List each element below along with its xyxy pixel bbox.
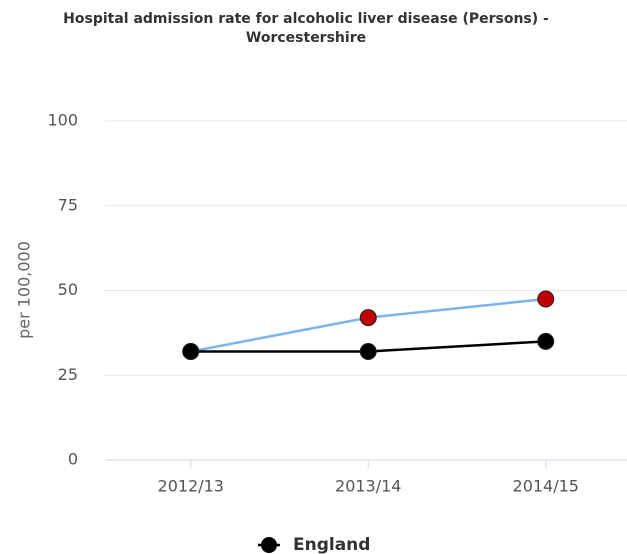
x-tick-label: 2012/13 <box>158 477 224 496</box>
y-tick-label: 75 <box>58 195 78 214</box>
y-tick-label: 25 <box>58 365 78 384</box>
point-marker <box>359 343 377 361</box>
legend-marker <box>261 537 277 553</box>
chart-subtitle: Worcestershire <box>246 30 366 46</box>
x-tick-label: 2014/15 <box>513 477 579 496</box>
y-tick-label: 50 <box>58 280 78 299</box>
y-tick-label: 100 <box>47 111 78 130</box>
point-marker <box>537 290 555 308</box>
legend-label: England <box>293 535 370 554</box>
point-marker <box>537 332 555 350</box>
chart-title: Hospital admission rate for alcoholic li… <box>63 11 549 27</box>
x-tick-label: 2013/14 <box>335 477 401 496</box>
y-axis-label: per 100,000 <box>15 241 34 339</box>
point-marker <box>359 309 377 327</box>
point-marker <box>182 343 200 361</box>
y-tick-label: 0 <box>68 450 78 469</box>
